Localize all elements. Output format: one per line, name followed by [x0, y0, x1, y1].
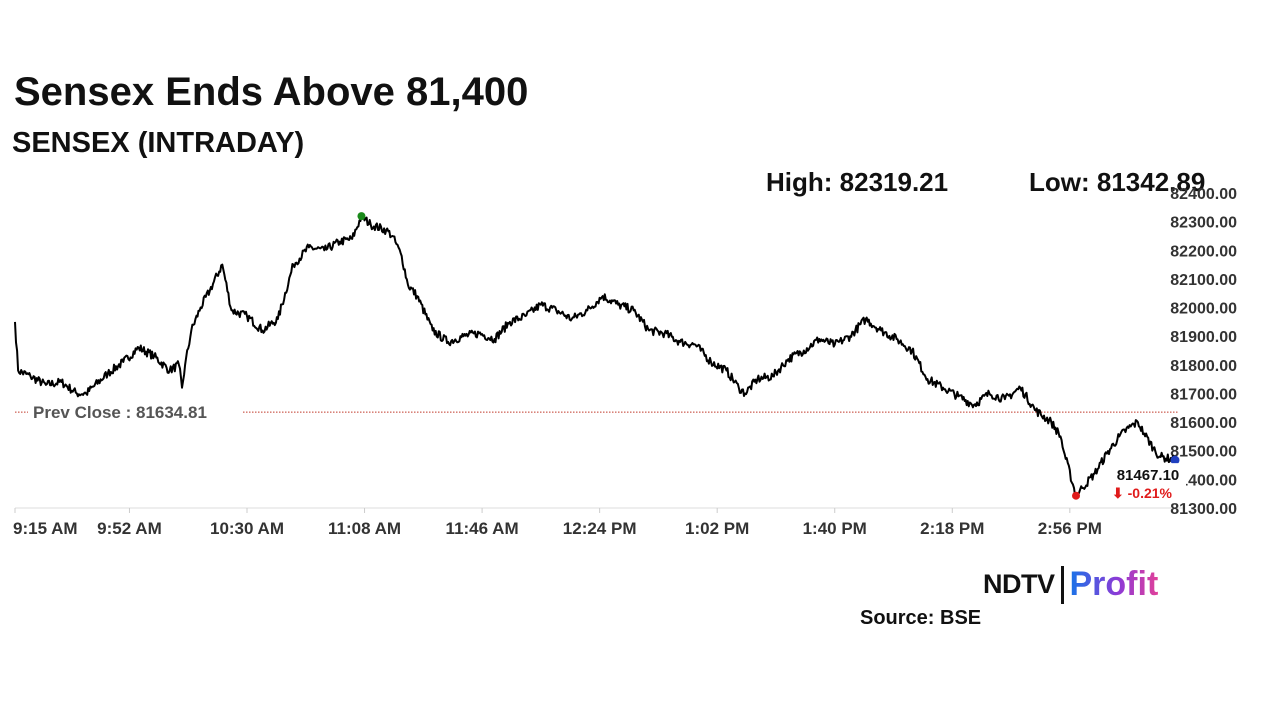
low-point-marker	[1072, 491, 1081, 500]
y-tick-label: 82200.00	[1170, 243, 1237, 260]
series-line-sensex	[14, 212, 1176, 497]
y-tick-label: 82000.00	[1170, 301, 1237, 318]
brand-ndtv-text: NDTV	[983, 569, 1055, 599]
y-tick-label: 81600.00	[1170, 415, 1237, 432]
x-tick-label: 12:24 PM	[563, 519, 637, 538]
brand-profit-text: Profit	[1069, 565, 1159, 603]
x-tick-label: 9:52 AM	[97, 519, 162, 538]
high-value-label: High: 82319.21	[766, 167, 949, 197]
x-tick-label: 10:30 AM	[210, 519, 284, 538]
low-value-label: Low: 81342.89	[1029, 167, 1206, 197]
y-tick-label: 82300.00	[1170, 215, 1237, 232]
y-tick-label: 81900.00	[1170, 329, 1237, 346]
x-axis: 9:15 AM 9:52 AM 10:30 AM 11:08 AM 11:46 AM 12…	[13, 508, 1102, 538]
last-point-marker	[1170, 455, 1180, 465]
x-tick-label: 11:46 AM	[446, 519, 519, 538]
brand-separator	[1060, 565, 1064, 604]
x-tick-label: 9:15 AM	[13, 519, 78, 538]
last-value-label: 81467.10	[1117, 467, 1180, 484]
y-tick-label: 81700.00	[1170, 386, 1237, 403]
y-tick-label: 82100.00	[1170, 272, 1237, 289]
last-value-label-bg	[1110, 463, 1186, 504]
y-axis: 82400.00 82300.00 82200.00 82100.00 82000.00…	[1170, 186, 1237, 518]
source-note: Source: BSE	[860, 607, 982, 629]
x-tick-label: 1:40 PM	[803, 519, 867, 538]
chart-title: Sensex Ends Above 81,400	[14, 70, 529, 114]
y-tick-label: 81300.00	[1170, 501, 1237, 518]
high-point-marker	[357, 212, 366, 221]
x-tick-label: 2:18 PM	[920, 519, 984, 538]
change-percent-label: ⬇ -0.21%	[1112, 485, 1173, 501]
y-tick-label: 81500.00	[1170, 444, 1237, 461]
chart-subtitle: SENSEX (INTRADAY)	[12, 127, 305, 159]
ndtv-profit-logo: NDTV Profit	[983, 565, 1158, 605]
x-tick-label: 2:56 PM	[1038, 519, 1102, 538]
x-tick-label: 11:08 AM	[328, 519, 401, 538]
x-tick-label: 1:02 PM	[685, 519, 749, 538]
y-tick-label: 81400.00	[1170, 472, 1237, 489]
prev-close-label: Prev Close : 81634.81	[33, 403, 207, 422]
y-tick-label: 81800.00	[1170, 358, 1237, 375]
prev-close-label-bg	[28, 402, 243, 423]
y-tick-label: 82400.00	[1170, 186, 1237, 203]
